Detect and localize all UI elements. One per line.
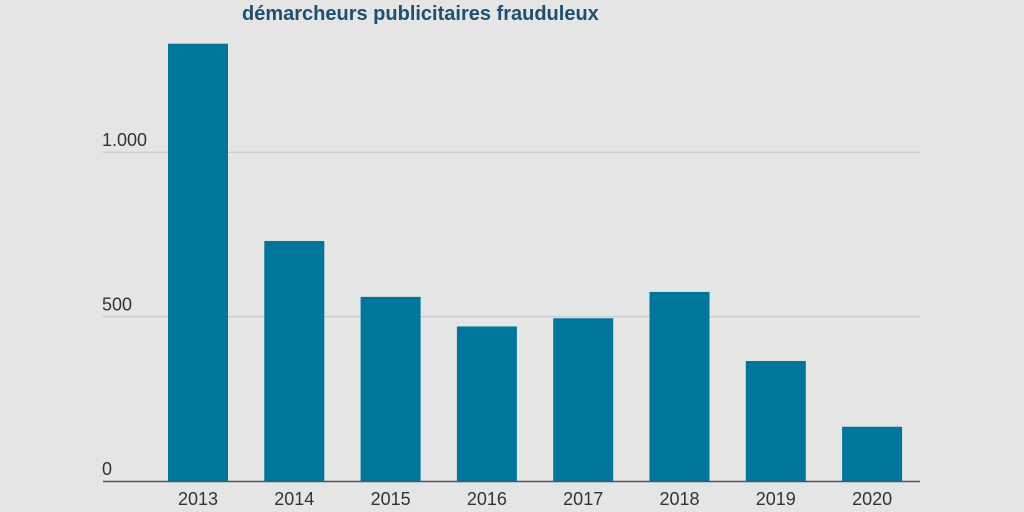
bar-2016[interactable] [456,326,517,481]
bar-2017[interactable] [553,318,614,481]
y-tick-label: 1.000 [102,130,147,150]
bar-2014[interactable] [264,240,325,481]
bar-2018[interactable] [649,291,710,481]
x-tick-label: 2018 [659,489,699,509]
x-tick-label: 2019 [756,489,796,509]
bar-2013[interactable] [168,43,228,482]
y-tick-label: 500 [102,295,132,315]
axis-layer: 0 500 1.000 2013 2014 2015 2016 2017 2018 2019 202… [102,130,920,509]
y-tick-label: 0 [102,459,112,479]
chart-title: démarcheurs publicitaires frauduleux [242,3,599,25]
bar-layer [168,43,903,482]
bar-2020[interactable] [842,426,903,481]
x-tick-label: 2014 [274,489,314,509]
bar-2019[interactable] [745,360,806,481]
x-tick-label: 2020 [852,489,892,509]
x-tick-label: 2016 [467,489,507,509]
x-tick-label: 2017 [563,489,603,509]
bar-2015[interactable] [360,296,421,481]
x-tick-label: 2013 [178,489,218,509]
x-tick-label: 2015 [371,489,411,509]
grid-layer [103,151,920,318]
